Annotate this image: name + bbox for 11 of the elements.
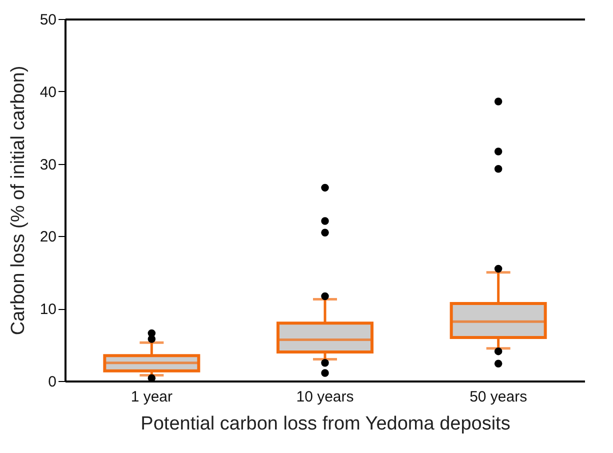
y-tick-label: 10 xyxy=(40,301,56,318)
y-axis-title: Carbon loss (% of initial carbon) xyxy=(8,66,29,336)
x-axis-title: Potential carbon loss from Yedoma deposits xyxy=(140,414,510,434)
x-tick-label: 10 years xyxy=(296,388,354,406)
x-tick-label: 1 year xyxy=(130,388,173,406)
y-tick-label: 30 xyxy=(40,156,56,174)
y-tick-label: 40 xyxy=(40,84,56,101)
y-tick-label: 20 xyxy=(40,228,56,246)
y-tick-label: 50 xyxy=(40,12,56,28)
x-tick-label: 50 years xyxy=(470,388,528,406)
y-tick-label: 0 xyxy=(48,374,56,390)
